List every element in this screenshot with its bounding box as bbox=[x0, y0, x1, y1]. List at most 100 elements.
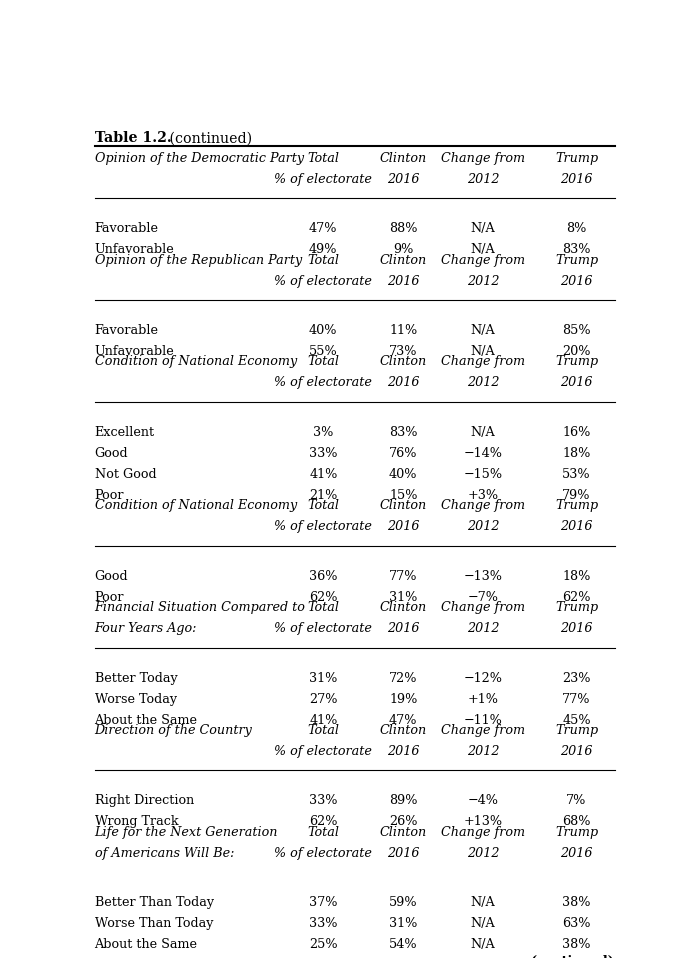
Text: Unfavorable: Unfavorable bbox=[94, 345, 174, 358]
Text: 2016: 2016 bbox=[560, 376, 593, 390]
Text: % of electorate: % of electorate bbox=[275, 520, 372, 534]
Text: 2016: 2016 bbox=[560, 172, 593, 186]
Text: 2016: 2016 bbox=[560, 847, 593, 859]
Text: 38%: 38% bbox=[562, 938, 591, 951]
Text: 9%: 9% bbox=[393, 243, 413, 257]
Text: Favorable: Favorable bbox=[94, 222, 158, 236]
Text: N/A: N/A bbox=[471, 917, 495, 930]
Text: Clinton: Clinton bbox=[380, 499, 427, 513]
Text: 33%: 33% bbox=[309, 794, 338, 808]
Text: 2016: 2016 bbox=[387, 172, 420, 186]
Text: Trump: Trump bbox=[555, 601, 598, 614]
Text: 11%: 11% bbox=[389, 324, 418, 337]
Text: Clinton: Clinton bbox=[380, 826, 427, 838]
Text: 2016: 2016 bbox=[387, 622, 420, 635]
Text: 59%: 59% bbox=[389, 896, 418, 909]
Text: 55%: 55% bbox=[309, 345, 338, 358]
Text: Total: Total bbox=[308, 254, 339, 266]
Text: Good: Good bbox=[94, 446, 128, 460]
Text: 73%: 73% bbox=[389, 345, 418, 358]
Text: Trump: Trump bbox=[555, 724, 598, 737]
Text: 68%: 68% bbox=[562, 815, 591, 829]
Text: Right Direction: Right Direction bbox=[94, 794, 194, 808]
Text: 77%: 77% bbox=[389, 570, 418, 582]
Text: 27%: 27% bbox=[309, 693, 338, 705]
Text: Change from: Change from bbox=[441, 499, 526, 513]
Text: Total: Total bbox=[308, 826, 339, 838]
Text: 18%: 18% bbox=[562, 446, 591, 460]
Text: 77%: 77% bbox=[562, 693, 591, 705]
Text: % of electorate: % of electorate bbox=[275, 376, 372, 390]
Text: Excellent: Excellent bbox=[94, 426, 155, 439]
Text: 2012: 2012 bbox=[467, 745, 499, 758]
Text: 31%: 31% bbox=[309, 672, 337, 685]
Text: 15%: 15% bbox=[389, 489, 418, 502]
Text: Four Years Ago:: Four Years Ago: bbox=[94, 622, 197, 635]
Text: −14%: −14% bbox=[464, 446, 503, 460]
Text: 19%: 19% bbox=[389, 693, 418, 705]
Text: 2016: 2016 bbox=[560, 520, 593, 534]
Text: 83%: 83% bbox=[562, 243, 591, 257]
Text: Better Than Today: Better Than Today bbox=[94, 896, 214, 909]
Text: 45%: 45% bbox=[562, 714, 591, 726]
Text: Favorable: Favorable bbox=[94, 324, 158, 337]
Text: Good: Good bbox=[94, 570, 128, 582]
Text: Worse Today: Worse Today bbox=[94, 693, 177, 705]
Text: 18%: 18% bbox=[562, 570, 591, 582]
Text: % of electorate: % of electorate bbox=[275, 172, 372, 186]
Text: 40%: 40% bbox=[389, 468, 418, 481]
Text: 41%: 41% bbox=[309, 714, 337, 726]
Text: −4%: −4% bbox=[468, 794, 499, 808]
Text: Total: Total bbox=[308, 152, 339, 165]
Text: 89%: 89% bbox=[389, 794, 418, 808]
Text: 62%: 62% bbox=[562, 591, 591, 604]
Text: 37%: 37% bbox=[309, 896, 338, 909]
Text: Change from: Change from bbox=[441, 826, 526, 838]
Text: Not Good: Not Good bbox=[94, 468, 156, 481]
Text: −7%: −7% bbox=[468, 591, 499, 604]
Text: 36%: 36% bbox=[309, 570, 338, 582]
Text: 47%: 47% bbox=[389, 714, 418, 726]
Text: 2016: 2016 bbox=[560, 275, 593, 287]
Text: N/A: N/A bbox=[471, 324, 495, 337]
Text: % of electorate: % of electorate bbox=[275, 275, 372, 287]
Text: About the Same: About the Same bbox=[94, 938, 197, 951]
Text: 83%: 83% bbox=[389, 426, 418, 439]
Text: % of electorate: % of electorate bbox=[275, 745, 372, 758]
Text: Table 1.2.: Table 1.2. bbox=[94, 131, 171, 146]
Text: N/A: N/A bbox=[471, 243, 495, 257]
Text: Unfavorable: Unfavorable bbox=[94, 243, 174, 257]
Text: −13%: −13% bbox=[464, 570, 503, 582]
Text: About the Same: About the Same bbox=[94, 714, 197, 726]
Text: +1%: +1% bbox=[468, 693, 499, 705]
Text: 53%: 53% bbox=[562, 468, 591, 481]
Text: 21%: 21% bbox=[309, 489, 337, 502]
Text: Worse Than Today: Worse Than Today bbox=[94, 917, 213, 930]
Text: 31%: 31% bbox=[389, 591, 418, 604]
Text: 38%: 38% bbox=[562, 896, 591, 909]
Text: 85%: 85% bbox=[562, 324, 591, 337]
Text: 26%: 26% bbox=[389, 815, 418, 829]
Text: Trump: Trump bbox=[555, 499, 598, 513]
Text: Total: Total bbox=[308, 499, 339, 513]
Text: % of electorate: % of electorate bbox=[275, 847, 372, 859]
Text: Wrong Track: Wrong Track bbox=[94, 815, 178, 829]
Text: 8%: 8% bbox=[566, 222, 587, 236]
Text: % of electorate: % of electorate bbox=[275, 622, 372, 635]
Text: 2016: 2016 bbox=[387, 275, 420, 287]
Text: N/A: N/A bbox=[471, 426, 495, 439]
Text: 2016: 2016 bbox=[387, 520, 420, 534]
Text: Poor: Poor bbox=[94, 489, 124, 502]
Text: of Americans Will Be:: of Americans Will Be: bbox=[94, 847, 234, 859]
Text: 79%: 79% bbox=[562, 489, 591, 502]
Text: 25%: 25% bbox=[309, 938, 338, 951]
Text: Better Today: Better Today bbox=[94, 672, 178, 685]
Text: 23%: 23% bbox=[562, 672, 591, 685]
Text: 2016: 2016 bbox=[387, 745, 420, 758]
Text: N/A: N/A bbox=[471, 938, 495, 951]
Text: N/A: N/A bbox=[471, 345, 495, 358]
Text: 16%: 16% bbox=[562, 426, 591, 439]
Text: 3%: 3% bbox=[313, 426, 334, 439]
Text: Clinton: Clinton bbox=[380, 601, 427, 614]
Text: Change from: Change from bbox=[441, 254, 526, 266]
